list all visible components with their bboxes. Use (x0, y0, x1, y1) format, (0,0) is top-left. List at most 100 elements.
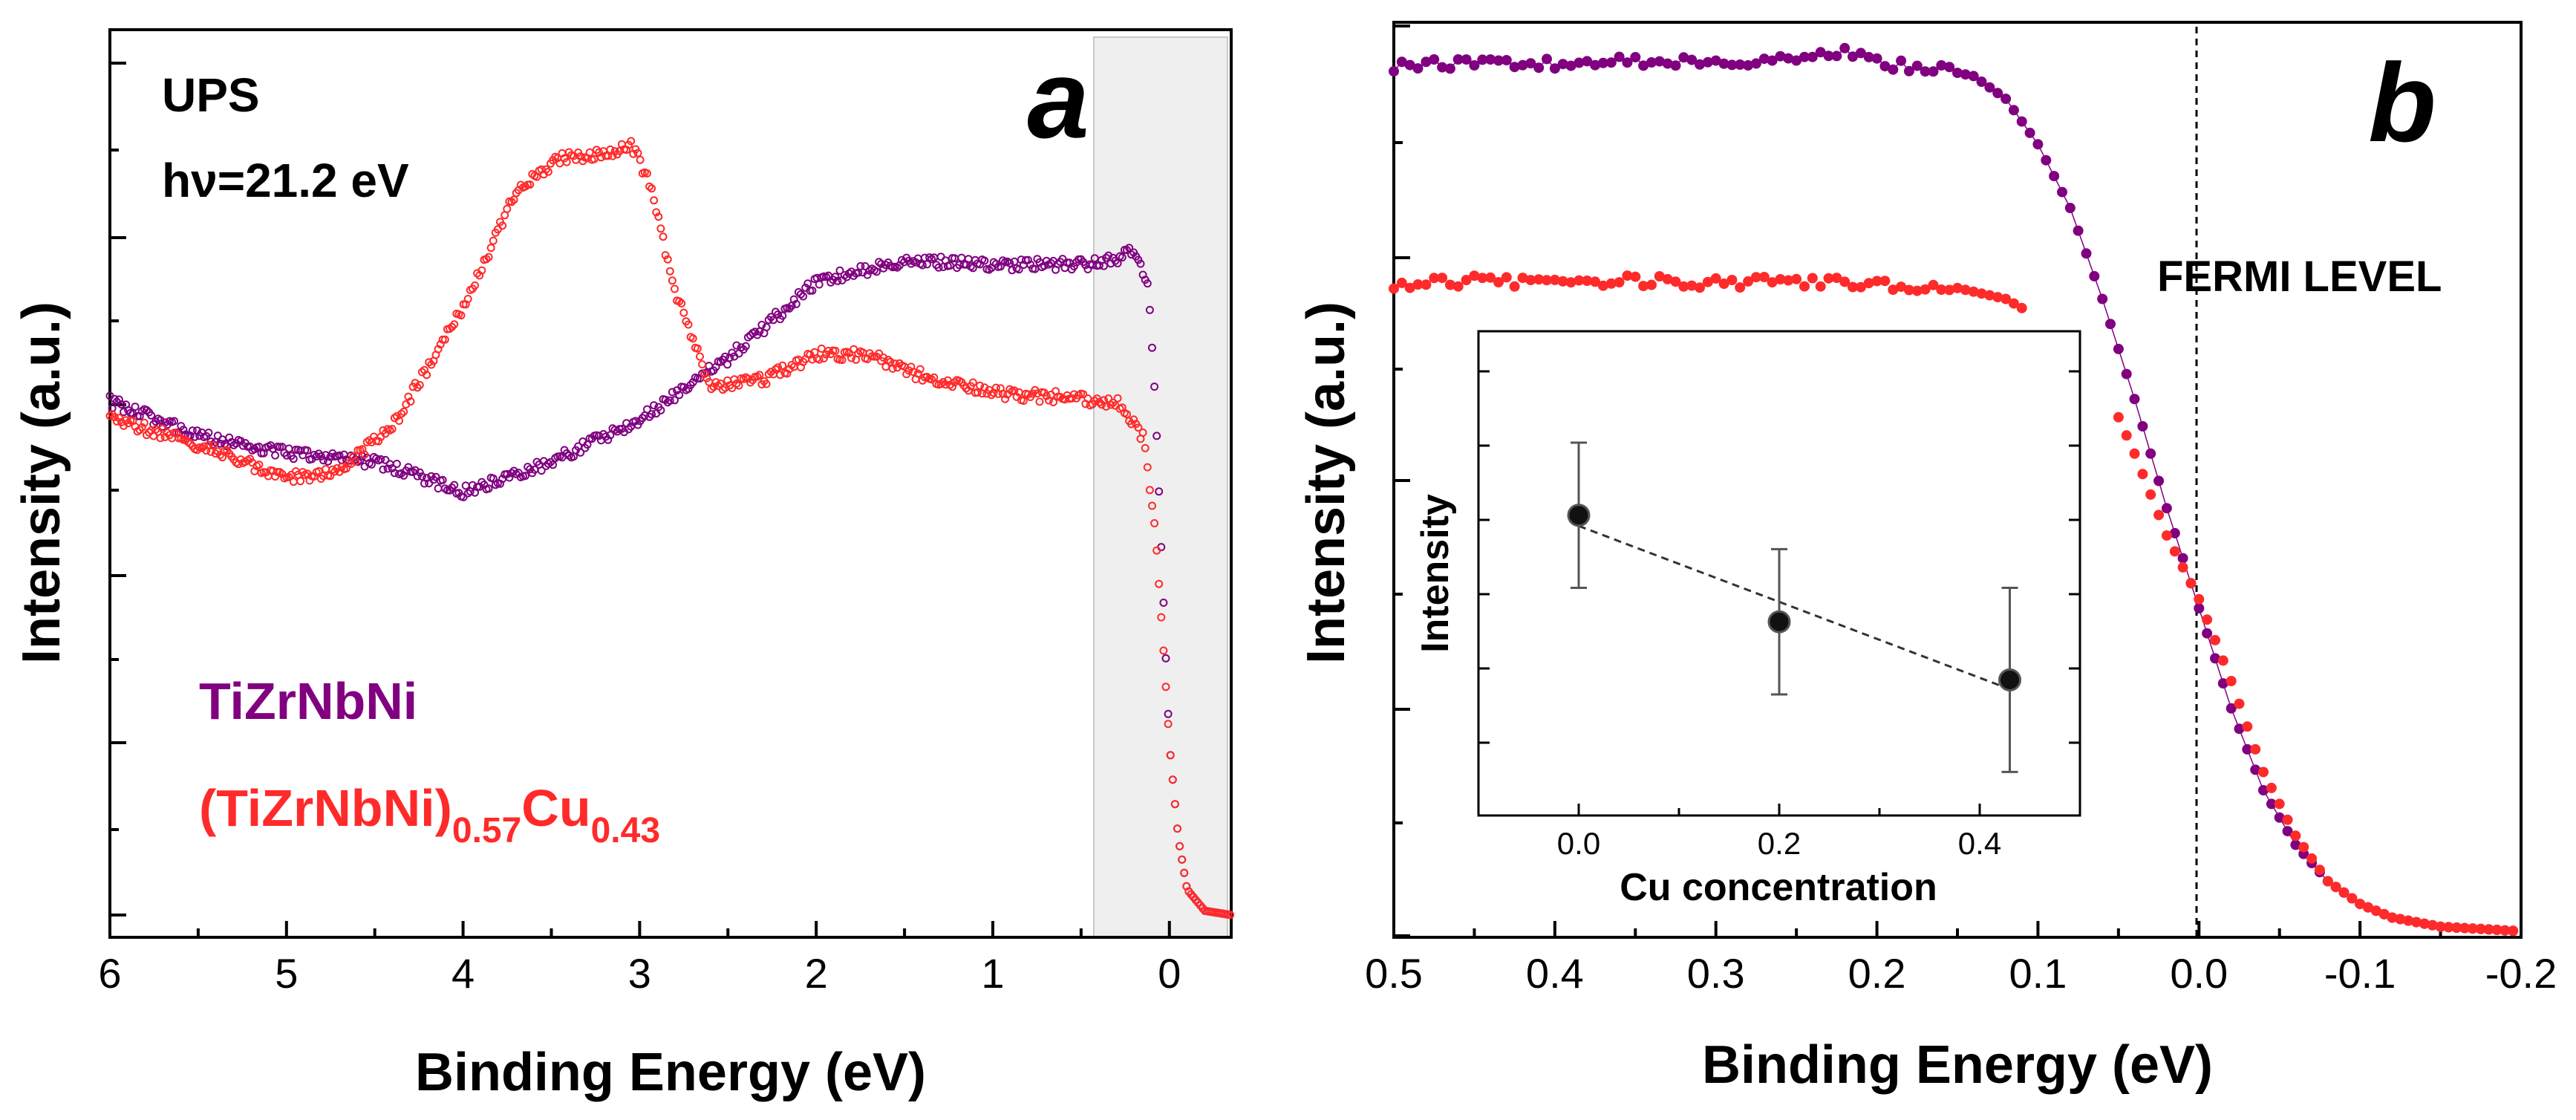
panel-a-annotation-line2: hν=21.2 eV (162, 154, 409, 207)
data-point (1976, 288, 1987, 299)
data-point (1871, 53, 1882, 64)
data-point (974, 388, 982, 397)
data-point (2177, 561, 2188, 573)
data-point (1517, 273, 1528, 284)
data-point (1083, 394, 1092, 403)
data-point (1791, 55, 1802, 66)
data-point (2467, 923, 2478, 934)
data-point (200, 442, 209, 451)
data-point (271, 451, 280, 460)
data-point (803, 279, 812, 288)
data-point (723, 360, 732, 369)
data-point (2475, 923, 2486, 934)
data-point (2266, 782, 2277, 793)
data-point (1001, 394, 1010, 403)
data-point (622, 146, 631, 154)
data-point (2298, 841, 2309, 853)
data-point (1429, 273, 1440, 284)
panel-b-left-ticks (1394, 25, 1410, 937)
data-point (1138, 429, 1147, 437)
data-point (854, 349, 863, 358)
data-point (1695, 59, 1705, 70)
data-point (2459, 922, 2471, 934)
data-point (1152, 432, 1161, 440)
data-point (1145, 486, 1154, 495)
data-point (2274, 812, 2285, 823)
data-point (498, 221, 507, 230)
data-point (351, 457, 360, 466)
data-point (875, 349, 884, 358)
data-point (1702, 56, 1713, 68)
data-point (1928, 279, 1939, 290)
data-point (909, 368, 918, 377)
data-point (1090, 397, 1099, 406)
data-point (1590, 59, 1601, 71)
data-point (671, 284, 679, 293)
data-point (461, 481, 470, 490)
data-point (659, 232, 668, 241)
data-point (392, 460, 401, 468)
data-point (2169, 546, 2180, 557)
data-point (486, 244, 495, 253)
data-point (762, 323, 771, 331)
data-point (2161, 530, 2172, 541)
data-point (2290, 839, 2301, 850)
data-point (1807, 273, 1818, 284)
data-point (1118, 253, 1126, 262)
inset: 0.0 0.2 0.4 Cu concentration Intensity (1414, 330, 2081, 909)
data-point (2250, 743, 2261, 755)
data-point (968, 378, 977, 387)
inset-x-ticks: 0.0 0.2 0.4 (1477, 804, 2081, 861)
data-point (440, 335, 449, 344)
inset-left-ticks (1478, 370, 2080, 744)
data-point (873, 267, 881, 276)
data-point (1565, 277, 1576, 288)
data-point (1815, 281, 1826, 292)
data-point (698, 360, 707, 369)
data-point (1143, 463, 1152, 472)
data-point (1582, 56, 1593, 67)
data-point (2258, 766, 2269, 778)
data-point (1767, 55, 1778, 66)
data-point (2258, 785, 2269, 795)
data-point (1726, 275, 1738, 285)
data-point (2153, 475, 2165, 486)
data-point (2282, 814, 2293, 825)
data-point (2314, 865, 2325, 876)
data-point (774, 363, 783, 372)
data-point (934, 263, 943, 272)
panel-b-x-axis-label: Binding Energy (eV) (1702, 1035, 2213, 1095)
data-point (2001, 293, 2012, 305)
data-point (762, 380, 771, 388)
data-point (642, 169, 651, 178)
data-point (792, 299, 800, 308)
data-point (1123, 246, 1131, 255)
data-point (2064, 203, 2076, 213)
data-point (684, 320, 693, 329)
data-point (1944, 62, 1955, 73)
data-point (1678, 281, 1689, 292)
data-point (1750, 272, 1761, 283)
data-point (1855, 48, 1866, 59)
data-point (808, 286, 817, 295)
data-point (404, 392, 413, 401)
data-point (1155, 487, 1164, 496)
data-point (1127, 420, 1136, 429)
data-point (1148, 343, 1156, 352)
data-point (2330, 882, 2341, 893)
data-point (941, 380, 950, 389)
data-point (1517, 59, 1528, 71)
data-point (1984, 290, 1995, 301)
data-point (328, 465, 337, 474)
data-point (1157, 613, 1166, 622)
data-point (434, 345, 443, 354)
data-point (1815, 47, 1826, 58)
data-point (1461, 275, 1472, 285)
data-point (114, 414, 123, 423)
data-point (927, 375, 936, 384)
data-point (450, 481, 459, 489)
data-point (2411, 916, 2422, 928)
data-point (509, 195, 518, 204)
data-point (923, 260, 931, 269)
data-point (156, 434, 165, 443)
